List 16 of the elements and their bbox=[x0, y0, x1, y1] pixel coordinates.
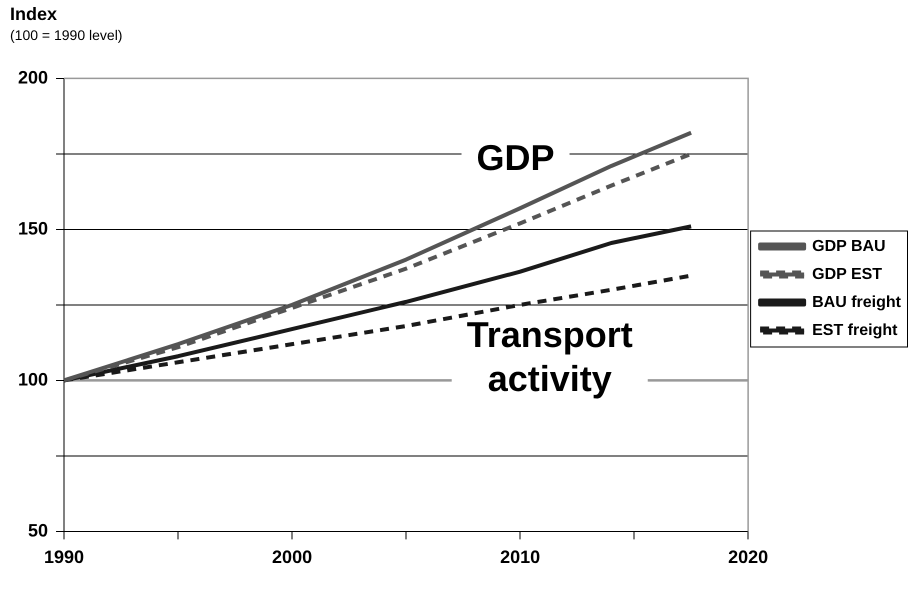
legend-label: EST freight bbox=[812, 322, 898, 339]
y-tick-label: 200 bbox=[18, 67, 48, 88]
x-tick-label: 2010 bbox=[500, 547, 540, 568]
chart-subtitle: (100 = 1990 level) bbox=[10, 26, 122, 43]
y-tick-label: 150 bbox=[18, 218, 48, 238]
legend-label: BAU freight bbox=[812, 294, 902, 311]
annotation: Transport activity bbox=[466, 314, 633, 400]
legend-label: GDP BAU bbox=[812, 238, 886, 255]
y-tick-label: 50 bbox=[28, 520, 48, 540]
y-tick-label: 100 bbox=[18, 369, 48, 390]
chart-title: Index bbox=[10, 4, 58, 24]
legend-label: GDP EST bbox=[812, 266, 882, 283]
x-tick-label: 2020 bbox=[728, 547, 768, 568]
x-tick-label: 2000 bbox=[272, 547, 312, 568]
x-tick-label: 1990 bbox=[44, 547, 84, 568]
annotation: GDP bbox=[476, 136, 555, 178]
